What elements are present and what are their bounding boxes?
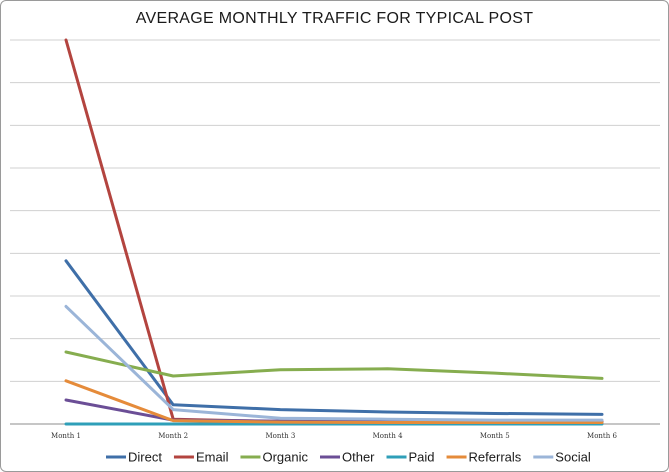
legend-label-paid: Paid bbox=[409, 450, 435, 465]
x-tick-label: Month 3 bbox=[265, 432, 295, 440]
x-tick-label: Month 2 bbox=[158, 432, 188, 440]
chart-title: AVERAGE MONTHLY TRAFFIC FOR TYPICAL POST bbox=[135, 10, 534, 27]
legend-label-direct: Direct bbox=[128, 450, 162, 465]
series-line-social bbox=[64, 304, 604, 422]
legend-label-social: Social bbox=[555, 450, 591, 465]
x-tick-label: Month 4 bbox=[373, 432, 403, 440]
legend-label-referrals: Referrals bbox=[469, 450, 522, 465]
x-tick-label: Month 6 bbox=[587, 432, 617, 440]
series-line-referrals bbox=[64, 379, 604, 425]
legend-label-other: Other bbox=[342, 450, 375, 465]
series-line-direct bbox=[64, 259, 604, 416]
series-line-organic bbox=[64, 350, 604, 380]
series-line-email bbox=[64, 38, 604, 424]
x-tick-label: Month 5 bbox=[480, 432, 510, 440]
legend-label-email: Email bbox=[196, 450, 229, 465]
legend-label-organic: Organic bbox=[262, 450, 308, 465]
x-tick-label: Month 1 bbox=[51, 432, 81, 440]
